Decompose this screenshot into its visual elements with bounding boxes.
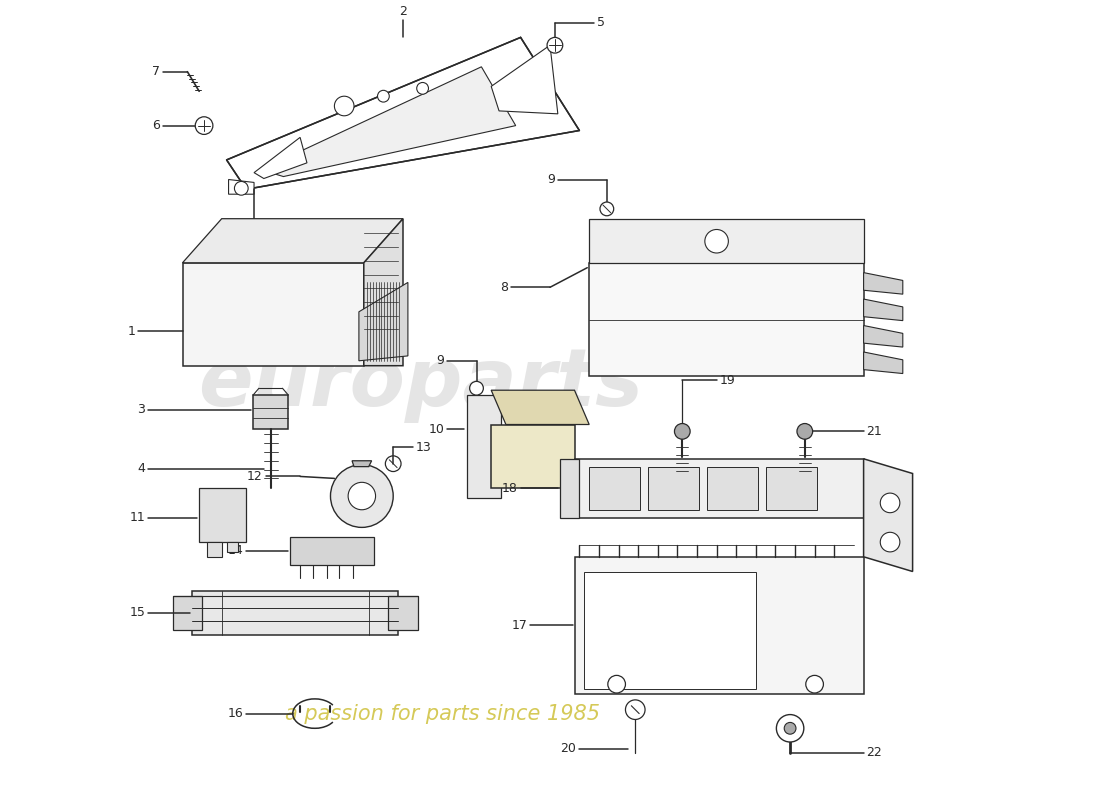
Polygon shape	[766, 466, 816, 510]
Text: 3: 3	[138, 403, 145, 416]
Circle shape	[470, 382, 483, 395]
Circle shape	[880, 532, 900, 552]
Polygon shape	[227, 38, 580, 190]
Polygon shape	[199, 488, 246, 542]
Text: 21: 21	[867, 425, 882, 438]
Circle shape	[330, 465, 393, 527]
Circle shape	[798, 423, 813, 439]
Text: europarts: europarts	[198, 346, 644, 423]
Polygon shape	[590, 218, 864, 262]
Polygon shape	[590, 262, 864, 375]
Polygon shape	[492, 425, 574, 488]
Polygon shape	[590, 466, 640, 510]
Polygon shape	[253, 395, 288, 430]
Polygon shape	[584, 571, 756, 689]
Text: 13: 13	[416, 441, 431, 454]
Polygon shape	[388, 596, 418, 630]
Polygon shape	[864, 459, 913, 571]
Circle shape	[806, 675, 824, 693]
Polygon shape	[648, 466, 698, 510]
Polygon shape	[864, 299, 903, 321]
Circle shape	[385, 456, 402, 471]
Circle shape	[777, 714, 804, 742]
Polygon shape	[574, 459, 864, 518]
Text: 20: 20	[561, 742, 576, 755]
Polygon shape	[574, 557, 864, 694]
Text: 16: 16	[228, 707, 243, 720]
Circle shape	[348, 482, 375, 510]
Polygon shape	[192, 591, 398, 635]
Text: 1: 1	[128, 325, 135, 338]
Text: 9: 9	[437, 354, 444, 367]
Text: 5: 5	[597, 16, 605, 30]
Text: a passion for parts since 1985: a passion for parts since 1985	[285, 704, 600, 723]
Polygon shape	[261, 67, 516, 177]
Circle shape	[234, 182, 249, 195]
Circle shape	[784, 722, 796, 734]
Text: 4: 4	[138, 462, 145, 475]
Text: 2: 2	[399, 5, 407, 18]
Polygon shape	[492, 46, 558, 114]
Polygon shape	[864, 326, 903, 347]
Circle shape	[608, 675, 626, 693]
Polygon shape	[229, 179, 254, 194]
Text: 22: 22	[867, 746, 882, 759]
Polygon shape	[707, 466, 758, 510]
Polygon shape	[207, 542, 222, 557]
Text: 19: 19	[719, 374, 735, 387]
Circle shape	[880, 493, 900, 513]
Polygon shape	[492, 390, 590, 425]
Text: 10: 10	[428, 423, 444, 436]
Text: 15: 15	[130, 606, 145, 619]
Circle shape	[626, 700, 645, 719]
Text: 6: 6	[152, 119, 160, 132]
Text: 14: 14	[228, 545, 243, 558]
Circle shape	[417, 82, 429, 94]
Polygon shape	[560, 459, 580, 518]
Polygon shape	[864, 352, 903, 374]
Polygon shape	[352, 461, 372, 466]
Text: 7: 7	[152, 66, 160, 78]
Polygon shape	[359, 282, 408, 361]
Polygon shape	[183, 218, 403, 262]
Circle shape	[705, 230, 728, 253]
Polygon shape	[290, 538, 374, 565]
Polygon shape	[254, 138, 307, 178]
Polygon shape	[364, 218, 403, 366]
Circle shape	[600, 202, 614, 216]
Polygon shape	[227, 542, 239, 552]
Circle shape	[547, 38, 563, 53]
Text: 12: 12	[248, 470, 263, 483]
Circle shape	[334, 96, 354, 116]
Text: 11: 11	[130, 511, 145, 524]
Polygon shape	[864, 273, 903, 294]
Text: 17: 17	[512, 619, 528, 632]
Polygon shape	[183, 262, 364, 366]
Polygon shape	[466, 395, 500, 498]
Text: 8: 8	[499, 281, 508, 294]
Polygon shape	[173, 596, 202, 630]
Circle shape	[195, 117, 213, 134]
Circle shape	[377, 90, 389, 102]
Text: 18: 18	[502, 482, 518, 494]
Circle shape	[674, 423, 690, 439]
Text: 9: 9	[547, 173, 554, 186]
